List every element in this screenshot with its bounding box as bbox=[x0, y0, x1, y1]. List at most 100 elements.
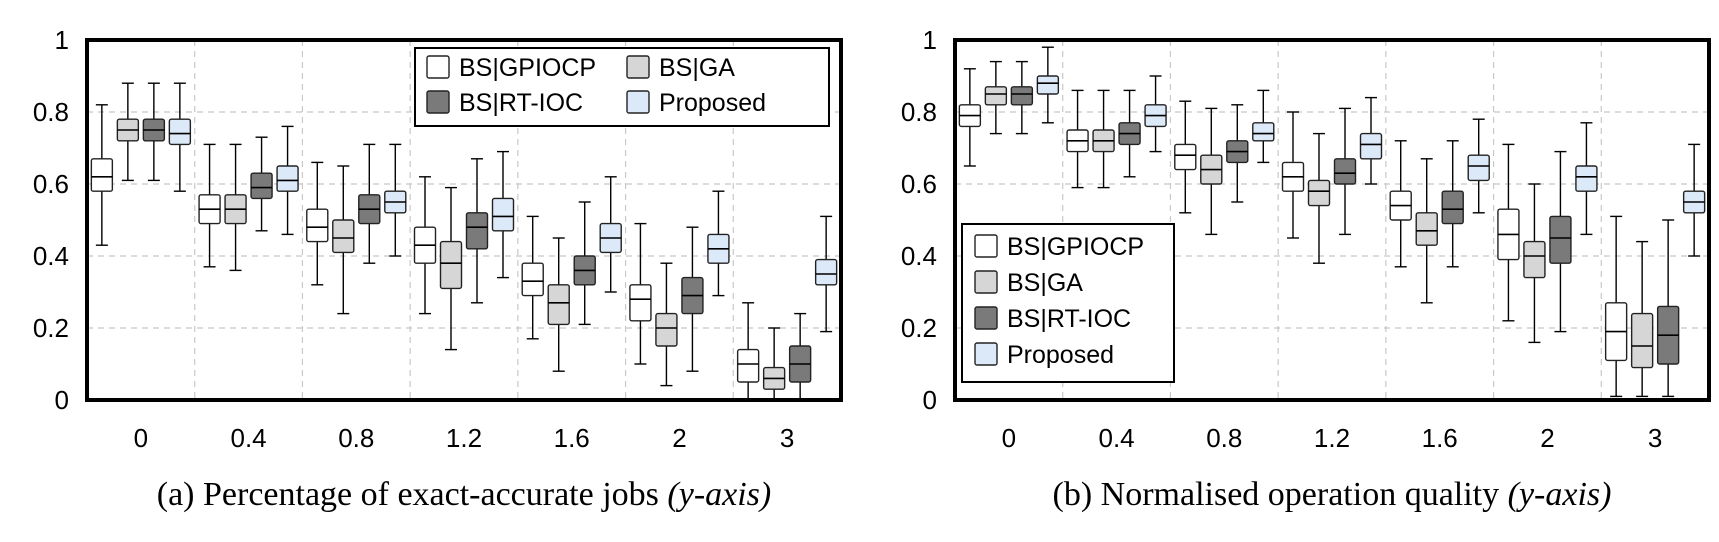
box-iqr bbox=[332, 219, 355, 254]
box-iqr bbox=[168, 118, 192, 146]
box-bs-ga-2 bbox=[1523, 183, 1546, 344]
box-bs-ga-1-2 bbox=[1307, 132, 1331, 264]
box-bs-ga-1-6 bbox=[547, 237, 570, 372]
box-bs-gpiocp-2 bbox=[629, 222, 652, 365]
box-proposed-1-2 bbox=[1359, 96, 1383, 185]
box-proposed-0-4 bbox=[276, 125, 299, 236]
chart-b-caption: (b) Normalised operation quality (y-axis… bbox=[1053, 476, 1612, 513]
box-proposed-0 bbox=[168, 82, 192, 192]
y-tick-label: 0.2 bbox=[33, 313, 69, 343]
legend-label: BS|GPIOCP bbox=[1007, 233, 1144, 261]
box-iqr bbox=[1359, 132, 1383, 160]
legend-label: Proposed bbox=[1007, 341, 1114, 369]
legend-swatch bbox=[974, 270, 998, 294]
y-tick-label: 0.8 bbox=[33, 97, 69, 127]
box-bs-ga-0 bbox=[984, 60, 1008, 135]
box-bs-rt-ioc-1-2 bbox=[1333, 107, 1357, 236]
x-tick-label: 1.2 bbox=[1314, 423, 1350, 453]
legend-item-bs-rt-ioc: BS|RT-IOC bbox=[974, 305, 1131, 333]
legend-label: BS|GPIOCP bbox=[459, 54, 596, 82]
box-bs-ga-2 bbox=[655, 262, 678, 387]
box-iqr bbox=[736, 348, 760, 383]
box-iqr bbox=[1252, 122, 1275, 142]
box-iqr bbox=[1575, 165, 1598, 192]
box-iqr bbox=[465, 212, 489, 250]
legend-swatch bbox=[426, 90, 450, 114]
legend-swatch bbox=[974, 342, 998, 366]
box-bs-ga-0-4 bbox=[224, 143, 247, 272]
box-bs-gpiocp-0 bbox=[958, 68, 982, 167]
box-proposed-0-8 bbox=[384, 143, 407, 257]
box-iqr bbox=[984, 86, 1008, 106]
x-tick-label: 0.8 bbox=[1206, 423, 1242, 453]
box-iqr bbox=[1467, 154, 1490, 182]
box-iqr bbox=[439, 240, 463, 290]
x-tick-label: 2 bbox=[1540, 423, 1554, 453]
y-tick-label: 0 bbox=[55, 385, 69, 415]
box-proposed-1-6 bbox=[599, 176, 622, 293]
box-proposed-0-8 bbox=[1252, 89, 1275, 164]
legend-item-proposed: Proposed bbox=[974, 341, 1114, 369]
legend-swatch bbox=[626, 90, 650, 114]
x-tick-label: 2 bbox=[672, 423, 686, 453]
x-tick-label: 0.8 bbox=[338, 423, 374, 453]
box-bs-gpiocp-2 bbox=[1497, 143, 1520, 322]
x-tick-label: 3 bbox=[780, 423, 794, 453]
chart-b: 0 0.2 0.4 0.6 0.8 1 0 0.4 0.8 1.2 1.6 2 3 BS|GPIOCP… bbox=[901, 25, 1711, 513]
chart-b-x-ticks: 0 0.4 0.8 1.2 1.6 2 3 bbox=[1002, 423, 1663, 453]
y-tick-label: 1 bbox=[55, 25, 69, 55]
y-tick-label: 0.6 bbox=[901, 169, 937, 199]
box-bs-rt-ioc-1-2 bbox=[465, 158, 489, 304]
box-iqr bbox=[521, 262, 544, 297]
box-iqr bbox=[629, 284, 652, 322]
box-bs-rt-ioc-1-6 bbox=[1441, 140, 1464, 268]
y-tick-label: 0.4 bbox=[33, 241, 69, 271]
x-tick-label: 3 bbox=[1648, 423, 1662, 453]
box-bs-gpiocp-0-8 bbox=[306, 161, 329, 286]
box-proposed-2 bbox=[707, 190, 730, 297]
box-iqr bbox=[1010, 86, 1034, 106]
box-iqr bbox=[1630, 312, 1654, 369]
box-bs-gpiocp-0 bbox=[90, 104, 114, 246]
legend-box bbox=[414, 47, 830, 127]
chart-a-legend: BS|GPIOCP BS|GA BS|RT-IOC Proposed bbox=[414, 47, 830, 127]
box-bs-rt-ioc-0-4 bbox=[1118, 89, 1141, 178]
box-proposed-1-6 bbox=[1467, 118, 1490, 214]
legend-item-proposed: Proposed bbox=[626, 89, 766, 117]
box-iqr bbox=[1174, 143, 1197, 171]
box-iqr bbox=[1415, 212, 1438, 246]
box-bs-gpiocp-1-2 bbox=[1281, 111, 1305, 239]
x-tick-label: 0 bbox=[134, 423, 148, 453]
box-proposed-2 bbox=[1575, 122, 1598, 236]
chart-b-legend: BS|GPIOCP BS|GA BS|RT-IOC Proposed bbox=[961, 223, 1175, 383]
box-bs-ga-0-8 bbox=[332, 165, 355, 315]
legend-label: BS|GA bbox=[659, 54, 735, 82]
box-proposed-0 bbox=[1036, 46, 1060, 124]
box-bs-rt-ioc-3 bbox=[788, 312, 812, 401]
box-iqr bbox=[1441, 190, 1464, 225]
chart-a-caption: (a) Percentage of exact-accurate jobs (y… bbox=[157, 476, 771, 513]
legend-label: BS|GA bbox=[1007, 269, 1083, 297]
x-tick-label: 1.6 bbox=[1422, 423, 1458, 453]
y-tick-label: 0.2 bbox=[901, 313, 937, 343]
chart-a-frame bbox=[85, 38, 843, 402]
box-iqr bbox=[1036, 75, 1060, 95]
box-bs-ga-0-4 bbox=[1092, 89, 1115, 189]
chart-b-frame bbox=[953, 38, 1711, 402]
legend-item-bs-rt-ioc: BS|RT-IOC bbox=[426, 89, 583, 117]
box-bs-gpiocp-0-4 bbox=[198, 143, 221, 268]
box-iqr bbox=[90, 158, 114, 192]
box-bs-gpiocp-1-6 bbox=[521, 215, 544, 340]
legend-item-bs-ga: BS|GA bbox=[974, 269, 1083, 297]
box-iqr bbox=[814, 258, 838, 286]
box-bs-gpiocp-3 bbox=[1604, 215, 1628, 398]
chart-b-y-ticks: 0 0.2 0.4 0.6 0.8 1 bbox=[901, 25, 937, 415]
box-bs-gpiocp-1-6 bbox=[1389, 140, 1412, 268]
x-tick-label: 0 bbox=[1002, 423, 1016, 453]
chart-a-boxes bbox=[90, 82, 838, 401]
legend-item-bs-gpiocp: BS|GPIOCP bbox=[426, 54, 596, 82]
box-iqr bbox=[306, 208, 329, 243]
box-bs-rt-ioc-0-8 bbox=[1226, 104, 1249, 203]
chart-a-y-ticks: 0 0.2 0.4 0.6 0.8 1 bbox=[33, 25, 69, 415]
legend-item-bs-ga: BS|GA bbox=[626, 54, 735, 82]
